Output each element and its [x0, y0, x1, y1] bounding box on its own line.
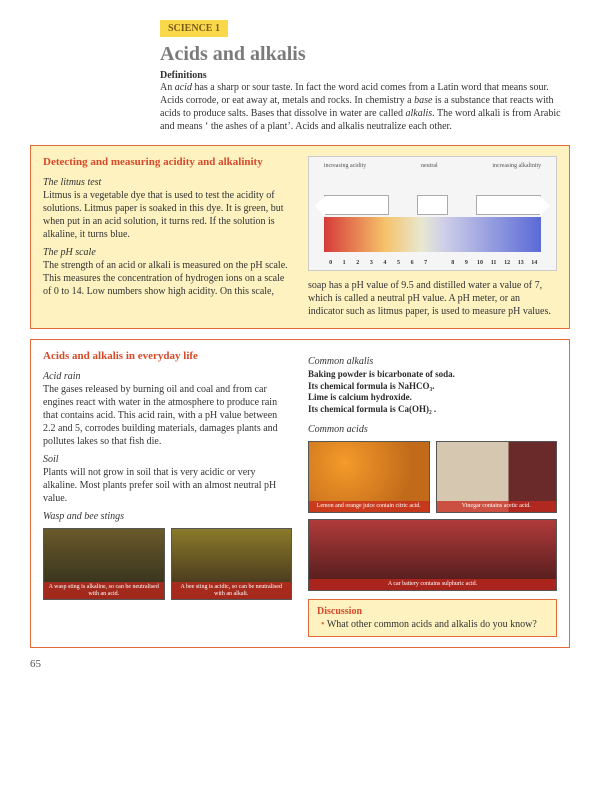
- definitions-heading: Definitions: [160, 70, 570, 81]
- ph-body-right: soap has a pH value of 9.5 and distilled…: [308, 279, 557, 318]
- vinegar-caption: Vinegar contains acetic acid.: [437, 501, 557, 512]
- page-title: Acids and alkalis: [160, 43, 570, 66]
- list-item: Its chemical formula is NaHCO₃.: [308, 381, 557, 393]
- chart-label-left: increasing acidity: [324, 163, 366, 169]
- soil-body: Plants will not grow in soil that is ver…: [43, 466, 292, 505]
- section-tag: SCIENCE 1: [160, 20, 228, 37]
- card2-title: Acids and alkalis in everyday life: [43, 350, 292, 363]
- list-item: Baking powder is bicarbonate of soda.: [308, 369, 557, 381]
- litmus-body: Litmus is a vegetable dye that is used t…: [43, 189, 292, 241]
- discussion-title: Discussion: [317, 606, 548, 617]
- arrow-mid-icon: [417, 195, 447, 215]
- arrow-right-icon: [476, 195, 541, 215]
- litmus-head: The litmus test: [43, 177, 292, 188]
- card1-title: Detecting and measuring acidity and alka…: [43, 156, 292, 169]
- thumbnail-bee: A bee sting is acidic, so can be neutral…: [171, 528, 293, 600]
- arrow-left-icon: [324, 195, 389, 215]
- acid-rain-body: The gases released by burning oil and co…: [43, 383, 292, 448]
- ph-head: The pH scale: [43, 247, 292, 258]
- soil-head: Soil: [43, 454, 292, 465]
- wasp-head: Wasp and bee stings: [43, 511, 292, 522]
- common-alkalis-head: Common alkalis: [308, 356, 557, 367]
- ph-scale-chart: increasing acidity neutral increasing al…: [308, 156, 557, 271]
- card-detecting: Detecting and measuring acidity and alka…: [30, 145, 570, 329]
- alkali-list: Baking powder is bicarbonate of soda. It…: [308, 369, 557, 416]
- thumbnail-citrus: Lemon and orange juice contain citric ac…: [308, 441, 430, 513]
- discussion-question: What other common acids and alkalis do y…: [317, 619, 548, 630]
- battery-caption: A car battery contains sulphuric acid.: [309, 579, 556, 590]
- ph-body-left: The strength of an acid or alkali is mea…: [43, 259, 292, 298]
- acid-rain-head: Acid rain: [43, 371, 292, 382]
- bee-caption: A bee sting is acidic, so can be neutral…: [172, 582, 292, 599]
- citrus-caption: Lemon and orange juice contain citric ac…: [309, 501, 429, 512]
- thumbnail-vinegar: Vinegar contains acetic acid.: [436, 441, 558, 513]
- wasp-caption: A wasp sting is alkaline, so can be neut…: [44, 582, 164, 599]
- thumbnail-wasp: A wasp sting is alkaline, so can be neut…: [43, 528, 165, 600]
- list-item: Lime is calcium hydroxide.: [308, 392, 557, 404]
- discussion-box: Discussion What other common acids and a…: [308, 599, 557, 637]
- ph-num-row: 01234567891011121314: [324, 260, 541, 266]
- intro-text: An acid has a sharp or sour taste. In fa…: [160, 81, 570, 133]
- page-number: 65: [30, 658, 570, 670]
- list-item: Its chemical formula is Ca(OH)₂ .: [308, 404, 557, 416]
- common-acids-head: Common acids: [308, 424, 557, 435]
- card-everyday: Acids and alkalis in everyday life Acid …: [30, 339, 570, 648]
- thumbnail-battery: A car battery contains sulphuric acid.: [308, 519, 557, 591]
- chart-label-mid: neutral: [421, 163, 438, 169]
- chart-label-right: increasing alkalinity: [492, 163, 541, 169]
